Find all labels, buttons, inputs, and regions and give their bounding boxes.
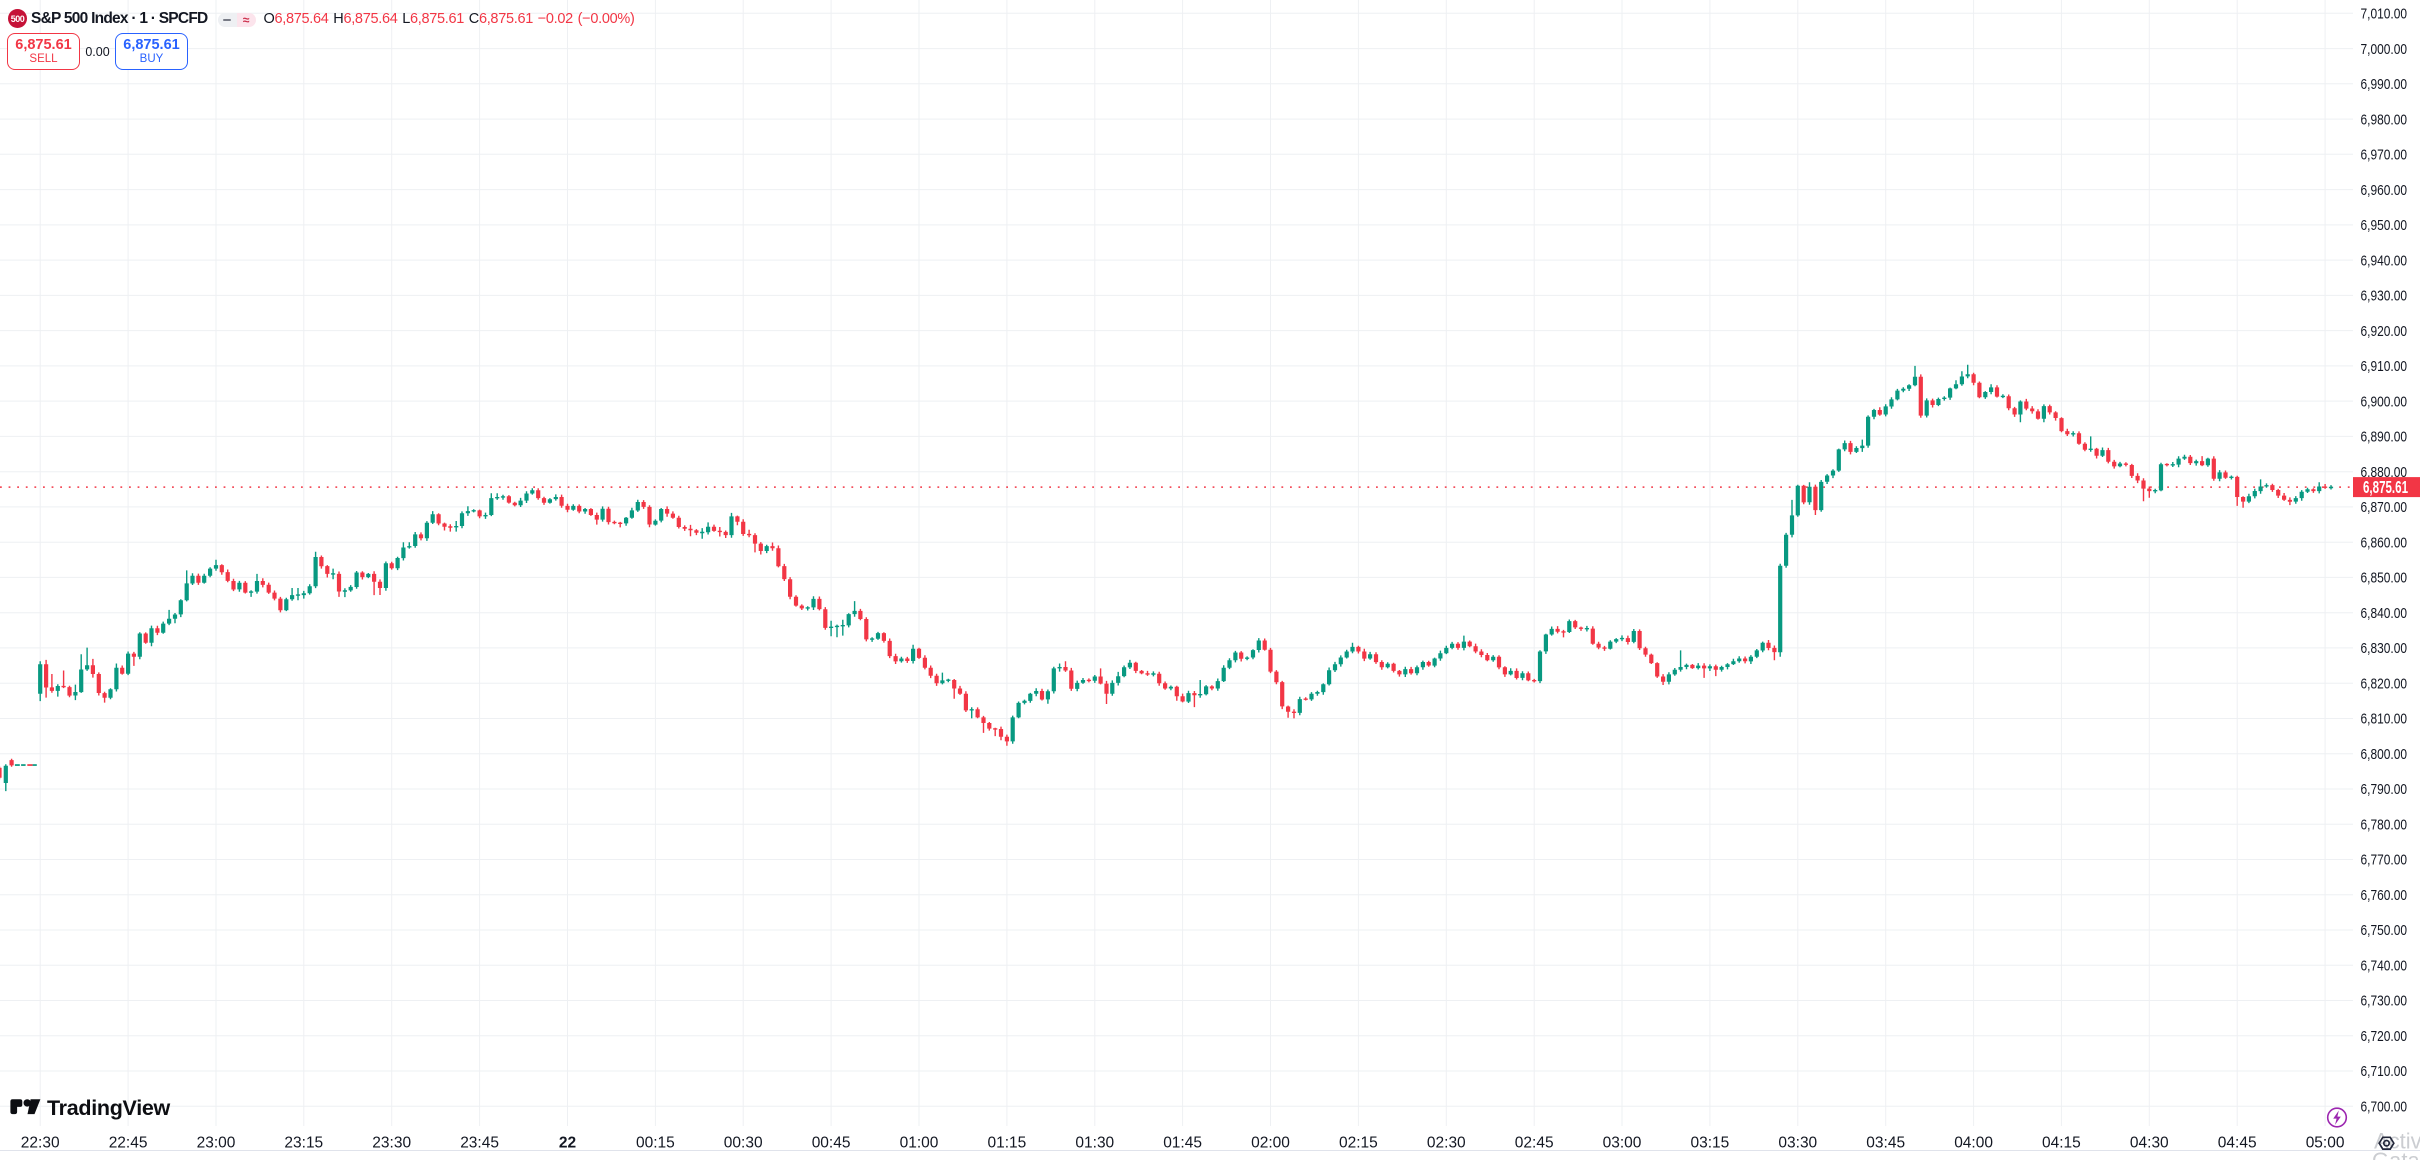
svg-text:6,710.00: 6,710.00 [2361,1063,2408,1080]
svg-text:6,875.61: 6,875.61 [2363,477,2408,497]
svg-text:02:00: 02:00 [1251,1135,1290,1152]
svg-text:23:00: 23:00 [197,1135,236,1152]
svg-text:03:45: 03:45 [1866,1135,1905,1152]
svg-text:6,950.00: 6,950.00 [2361,217,2408,234]
svg-text:6,840.00: 6,840.00 [2361,605,2408,622]
svg-text:7,010.00: 7,010.00 [2361,6,2408,23]
svg-text:6,750.00: 6,750.00 [2361,922,2408,939]
svg-text:6,700.00: 6,700.00 [2361,1099,2408,1116]
svg-text:01:45: 01:45 [1163,1135,1202,1152]
svg-text:02:45: 02:45 [1515,1135,1554,1152]
svg-text:Gata S: Gata S [2372,1148,2420,1160]
svg-text:6,740.00: 6,740.00 [2361,958,2408,975]
svg-text:02:30: 02:30 [1427,1135,1466,1152]
svg-text:23:30: 23:30 [372,1135,411,1152]
svg-text:03:30: 03:30 [1778,1135,1817,1152]
svg-text:6,940.00: 6,940.00 [2361,252,2408,269]
svg-text:01:15: 01:15 [988,1135,1027,1152]
svg-text:03:15: 03:15 [1691,1135,1730,1152]
svg-text:6,810.00: 6,810.00 [2361,711,2408,728]
svg-text:6,780.00: 6,780.00 [2361,816,2408,833]
svg-text:6,880.00: 6,880.00 [2361,464,2408,481]
svg-text:22: 22 [559,1135,576,1152]
svg-text:04:30: 04:30 [2130,1135,2169,1152]
svg-text:6,980.00: 6,980.00 [2361,111,2408,128]
svg-text:6,850.00: 6,850.00 [2361,570,2408,587]
svg-text:00:45: 00:45 [812,1135,851,1152]
svg-text:01:30: 01:30 [1075,1135,1114,1152]
svg-text:23:45: 23:45 [460,1135,499,1152]
svg-text:03:00: 03:00 [1603,1135,1642,1152]
svg-text:6,860.00: 6,860.00 [2361,534,2408,551]
svg-text:6,870.00: 6,870.00 [2361,499,2408,516]
svg-text:02:15: 02:15 [1339,1135,1378,1152]
svg-text:6,800.00: 6,800.00 [2361,746,2408,763]
svg-text:6,820.00: 6,820.00 [2361,675,2408,692]
svg-text:6,930.00: 6,930.00 [2361,288,2408,305]
svg-text:04:45: 04:45 [2218,1135,2257,1152]
svg-text:6,900.00: 6,900.00 [2361,393,2408,410]
svg-text:6,920.00: 6,920.00 [2361,323,2408,340]
svg-text:6,790.00: 6,790.00 [2361,781,2408,798]
svg-text:6,730.00: 6,730.00 [2361,993,2408,1010]
svg-text:6,910.00: 6,910.00 [2361,358,2408,375]
svg-text:6,830.00: 6,830.00 [2361,640,2408,657]
svg-text:7,000.00: 7,000.00 [2361,41,2408,58]
svg-text:01:00: 01:00 [900,1135,939,1152]
svg-text:05:00: 05:00 [2306,1135,2345,1152]
svg-text:6,960.00: 6,960.00 [2361,182,2408,199]
svg-text:6,970.00: 6,970.00 [2361,147,2408,164]
svg-text:00:15: 00:15 [636,1135,675,1152]
svg-text:04:00: 04:00 [1954,1135,1993,1152]
svg-text:6,990.00: 6,990.00 [2361,76,2408,93]
svg-text:22:30: 22:30 [21,1135,60,1152]
svg-text:TradingView: TradingView [47,1096,171,1120]
svg-text:00:30: 00:30 [724,1135,763,1152]
svg-text:04:15: 04:15 [2042,1135,2081,1152]
svg-text:Activa: Activa [2374,1129,2420,1154]
svg-text:6,760.00: 6,760.00 [2361,887,2408,904]
svg-text:23:15: 23:15 [284,1135,323,1152]
svg-text:6,720.00: 6,720.00 [2361,1028,2408,1045]
svg-text:22:45: 22:45 [109,1135,148,1152]
svg-text:6,770.00: 6,770.00 [2361,852,2408,869]
svg-text:6,890.00: 6,890.00 [2361,429,2408,446]
